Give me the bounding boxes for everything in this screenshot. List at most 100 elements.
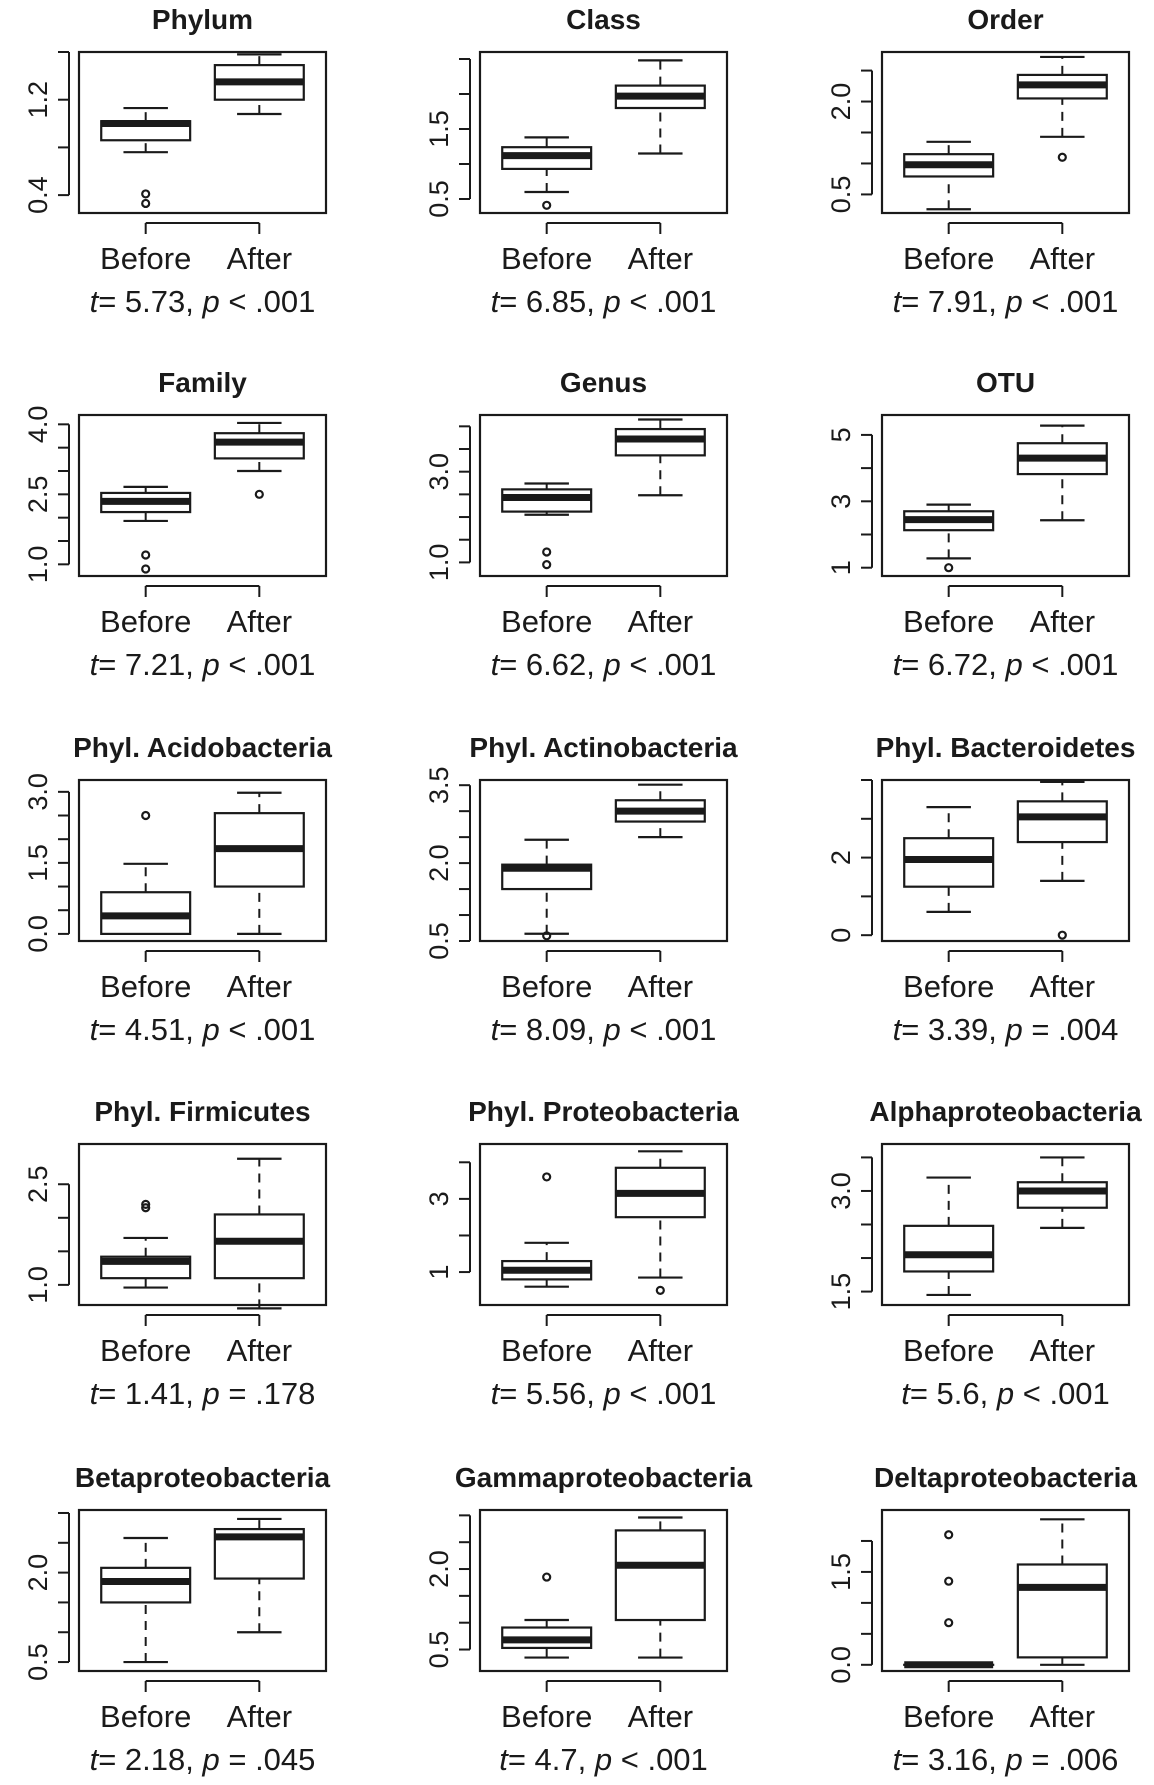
box-before <box>100 1536 192 1664</box>
stat-p-value: < .001 <box>621 1012 717 1047</box>
iqr-box <box>614 1529 706 1622</box>
stat-label: t= 3.16, p = .006 <box>893 1742 1119 1777</box>
y-tick-label: 1.5 <box>826 1553 856 1591</box>
stat-t-value: = 5.6, <box>910 1376 997 1411</box>
box-before <box>100 485 192 574</box>
y-tick-label: 0.4 <box>23 176 53 214</box>
stat-t-label: t <box>901 1376 911 1411</box>
stat-p-label: p <box>996 1376 1014 1411</box>
outlier-point <box>141 198 151 209</box>
panel-title: Family <box>158 367 247 398</box>
stat-label: t= 2.18, p = .045 <box>90 1742 316 1777</box>
y-tick-label: 2.0 <box>826 83 856 121</box>
plot-frame <box>478 778 729 943</box>
panel-title: OTU <box>976 367 1035 398</box>
stat-p-value: < .001 <box>621 647 717 682</box>
outlier-point <box>141 564 151 574</box>
plot-frame <box>77 778 328 943</box>
x-tick-label: Before <box>903 241 994 276</box>
y-tick-label: 1.5 <box>23 844 53 882</box>
stat-t-label: t <box>893 284 903 319</box>
iqr-box <box>903 1224 995 1273</box>
stat-p-value: < .001 <box>1014 1376 1110 1411</box>
stat-label: t= 3.39, p = .004 <box>893 1012 1119 1047</box>
stat-p-value: < .001 <box>220 1012 316 1047</box>
iqr-box <box>1016 1563 1108 1659</box>
box-after <box>213 1517 305 1634</box>
box-before <box>903 1176 995 1297</box>
y-tick-label: 3.0 <box>23 773 53 811</box>
stat-label: t= 7.91, p < .001 <box>893 284 1119 319</box>
x-tick-label: Before <box>501 1699 592 1734</box>
stat-p-value: = .045 <box>220 1742 316 1777</box>
y-tick-label: 2.5 <box>23 1165 53 1203</box>
box-before <box>501 1172 593 1288</box>
plot-frame <box>77 1142 328 1307</box>
x-tick-label: Before <box>903 1699 994 1734</box>
plot-frame <box>478 50 729 215</box>
box-after <box>213 1157 305 1310</box>
stat-p-value: = .178 <box>220 1376 316 1411</box>
plot-frame <box>880 1142 1131 1307</box>
x-tick-label: After <box>628 1333 693 1368</box>
stat-label: t= 5.56, p < .001 <box>491 1376 717 1411</box>
iqr-box <box>213 432 305 460</box>
stat-t-value: = 7.21, <box>98 647 202 682</box>
box-after <box>1016 1156 1108 1229</box>
y-tick-label: 0 <box>826 928 856 943</box>
panel-3: Family 1.0 2.5 4.0 Before After t= 7.21, p < .… <box>23 367 328 682</box>
y-tick-label: 2.5 <box>23 476 53 514</box>
y-tick-label: 0.5 <box>424 922 454 960</box>
y-tick-label: 1.5 <box>826 1273 856 1311</box>
y-tick-label: 0.5 <box>424 1631 454 1669</box>
y-tick-label: 0.0 <box>23 915 53 953</box>
x-tick-label: Before <box>100 241 191 276</box>
box-after <box>614 783 706 839</box>
plot-frame <box>880 778 1131 943</box>
x-tick-label: After <box>227 604 292 639</box>
box-before <box>903 140 995 211</box>
plot-frame <box>77 413 328 578</box>
y-tick-label: 2.0 <box>424 844 454 882</box>
plot-frame <box>478 1508 729 1673</box>
plot-frame <box>880 50 1131 215</box>
box-before <box>501 482 593 570</box>
stat-p-label: p <box>602 647 620 682</box>
stat-t-value: = 6.85, <box>499 284 603 319</box>
iqr-box <box>100 1566 192 1604</box>
box-before <box>501 1572 593 1659</box>
box-after <box>1016 55 1108 162</box>
stat-t-label: t <box>90 1742 100 1777</box>
stat-p-value: < .001 <box>220 284 316 319</box>
stat-t-label: t <box>893 1742 903 1777</box>
x-tick-label: After <box>628 1699 693 1734</box>
stat-p-value: < .001 <box>1023 284 1119 319</box>
stat-p-value: = .006 <box>1023 1742 1119 1777</box>
outlier-point <box>141 1199 151 1209</box>
panel-5: OTU 1 3 5 Before After t= 6.72, p < .001 <box>826 367 1131 682</box>
y-tick-label: 0.0 <box>826 1646 856 1684</box>
stat-t-value: = 4.7, <box>508 1742 595 1777</box>
plot-frame <box>880 1508 1131 1673</box>
stat-t-value: = 7.91, <box>901 284 1005 319</box>
stat-p-label: p <box>201 1742 219 1777</box>
stat-p-label: p <box>1004 1012 1022 1047</box>
outlier-point <box>1057 152 1067 162</box>
panel-title: Gammaproteobacteria <box>455 1462 753 1493</box>
panel-title: Phyl. Actinobacteria <box>469 732 738 763</box>
x-tick-label: Before <box>501 1333 592 1368</box>
stat-t-value: = 2.18, <box>98 1742 202 1777</box>
x-tick-label: After <box>227 1333 292 1368</box>
box-after <box>614 418 706 497</box>
box-after <box>614 59 706 155</box>
y-tick-label: 1 <box>826 560 856 575</box>
y-tick-label: 1 <box>424 1265 454 1280</box>
x-tick-label: After <box>1030 241 1095 276</box>
x-tick-label: After <box>1030 604 1095 639</box>
stat-t-label: t <box>491 1012 501 1047</box>
box-after <box>1016 1518 1108 1666</box>
y-tick-label: 4.0 <box>23 406 53 444</box>
plot-frame <box>77 1508 328 1673</box>
x-tick-label: Before <box>100 1333 191 1368</box>
